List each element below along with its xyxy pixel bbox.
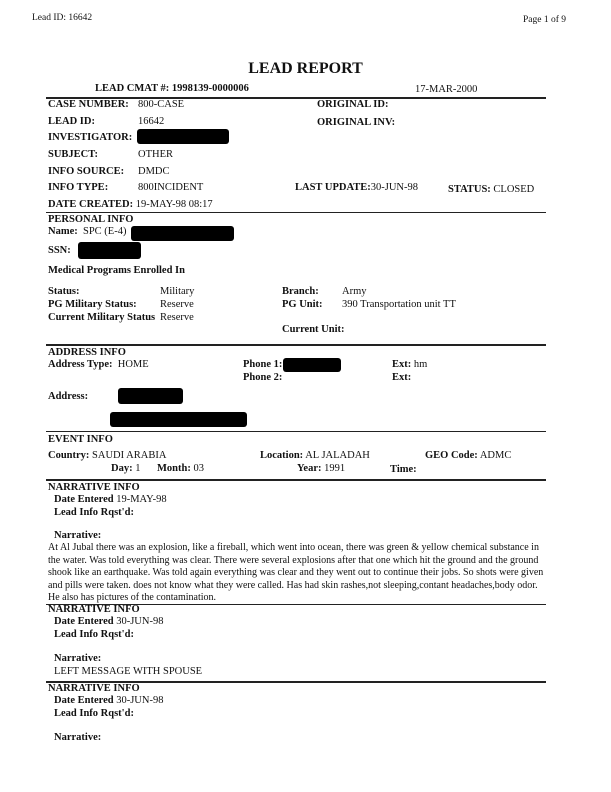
narrative-text: LEFT MESSAGE WITH SPOUSE [54, 666, 203, 677]
country-label: Country: [48, 450, 90, 461]
subject-label: SUBJECT: [48, 149, 98, 160]
divider [46, 212, 546, 213]
report-date: 17-MAR-2000 [415, 84, 478, 95]
redaction [283, 358, 341, 372]
ext1: hm [413, 359, 428, 370]
divider [46, 681, 546, 683]
subject: OTHER [138, 149, 173, 160]
pg-status-label: PG Military Status: [48, 299, 137, 310]
divider [46, 344, 546, 346]
day-label: Day: [111, 463, 133, 474]
page-number: Page 1 of 9 [523, 15, 567, 25]
date-entered-label: Date Entered [54, 695, 114, 706]
last-update: 30-JUN-98 [370, 182, 419, 193]
branch: Army [342, 286, 367, 297]
address-info-heading: ADDRESS INFO [48, 347, 126, 358]
country: SAUDI ARABIA [92, 450, 167, 461]
lead-cmat: LEAD CMAT #: 1998139-0000006 [95, 83, 249, 94]
narrative-label: Narrative: [54, 653, 102, 664]
ext2-label: Ext: [392, 372, 412, 383]
year-label: Year: [297, 463, 322, 474]
page-title: LEAD REPORT [248, 60, 363, 77]
divider [46, 431, 546, 432]
original-id-label: ORIGINAL ID: [317, 99, 389, 110]
redaction [131, 226, 234, 241]
current-unit-label: Current Unit: [282, 324, 345, 335]
ssn-label: SSN: [48, 245, 71, 256]
geo-code: ADMC [479, 450, 512, 461]
original-inv-label: ORIGINAL INV: [317, 117, 396, 128]
info-type-label: INFO TYPE: [48, 182, 109, 193]
current-status-label: Current Military Status [48, 312, 156, 323]
location-label: Location: [260, 450, 304, 461]
info-type: 800INCIDENT [138, 182, 204, 193]
divider [46, 97, 546, 99]
narrative-label: Narrative: [54, 530, 102, 541]
date-created-label: DATE CREATED: [48, 199, 134, 210]
status-label: Status: [48, 286, 80, 297]
name-label: Name: [48, 226, 78, 237]
status: CLOSED [493, 184, 535, 195]
narrative-label: Narrative: [54, 732, 102, 743]
pg-unit: 390 Transportation unit TT [342, 299, 456, 310]
address-type-label: Address Type: [48, 359, 113, 370]
name-prefix: SPC (E-4) [83, 226, 127, 237]
location: AL JALADAH [305, 450, 370, 461]
last-update-label: LAST UPDATE: [295, 182, 371, 193]
medical-programs-label: Medical Programs Enrolled In [48, 265, 185, 276]
info-source: DMDC [138, 166, 170, 177]
narrative-info-heading: NARRATIVE INFO [48, 604, 140, 615]
narrative-info-heading: NARRATIVE INFO [48, 683, 140, 694]
date-created: 19-MAY-98 08:17 [135, 199, 213, 210]
pg-unit-label: PG Unit: [282, 299, 323, 310]
date-entered-label: Date Entered [54, 616, 114, 627]
event-info-heading: EVENT INFO [48, 434, 113, 445]
military-status: Military [160, 286, 195, 297]
lead-info-label: Lead Info Rqst'd: [54, 629, 134, 640]
narrative-info-heading: NARRATIVE INFO [48, 482, 140, 493]
branch-label: Branch: [282, 286, 319, 297]
status-label: STATUS: [448, 184, 491, 195]
redaction [118, 388, 183, 404]
date-entered: 30-JUN-98 [116, 616, 164, 627]
geo-code-label: GEO Code: [425, 450, 478, 461]
ext1-label: Ext: [392, 359, 412, 370]
redaction [110, 412, 247, 427]
header-lead-id: Lead ID: 16642 [32, 13, 93, 23]
lead-info-label: Lead Info Rqst'd: [54, 507, 134, 518]
phone1-label: Phone 1: [243, 359, 283, 370]
divider [46, 479, 546, 481]
pg-status: Reserve [160, 299, 194, 310]
redaction [78, 242, 141, 259]
time-label: Time: [390, 464, 417, 475]
redaction [137, 129, 229, 144]
lead-id-label: LEAD ID: [48, 116, 95, 127]
lead-info-label: Lead Info Rqst'd: [54, 708, 134, 719]
day: 1 [135, 463, 141, 474]
address-label: Address: [48, 391, 89, 402]
lead-id: 16642 [138, 116, 165, 127]
year: 1991 [324, 463, 346, 474]
date-entered: 19-MAY-98 [116, 494, 167, 505]
personal-info-heading: PERSONAL INFO [48, 214, 134, 225]
current-status: Reserve [160, 312, 194, 323]
month: 03 [193, 463, 204, 474]
date-entered-label: Date Entered [54, 494, 114, 505]
case-number-label: CASE NUMBER: [48, 99, 129, 110]
date-entered: 30-JUN-98 [116, 695, 164, 706]
narrative-text: At Al Jubal there was an explosion, like… [48, 542, 544, 603]
case-number: 800-CASE [138, 99, 185, 110]
investigator-label: INVESTIGATOR: [48, 132, 133, 143]
divider [46, 604, 546, 605]
phone2-label: Phone 2: [243, 372, 283, 383]
month-label: Month: [157, 463, 191, 474]
address-type: HOME [117, 359, 149, 370]
info-source-label: INFO SOURCE: [48, 166, 125, 177]
